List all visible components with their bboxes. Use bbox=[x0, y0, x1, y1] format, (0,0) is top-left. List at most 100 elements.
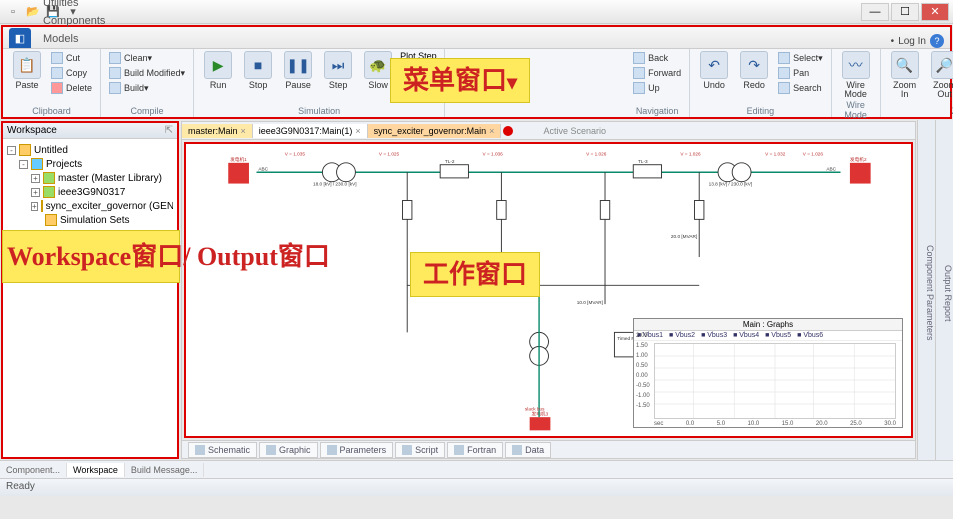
zoom-out-button[interactable]: 🔎Zoom Out bbox=[927, 51, 953, 99]
undo-button[interactable]: ↶Undo bbox=[696, 51, 732, 90]
delete-icon bbox=[51, 82, 63, 94]
right-sidebar-output[interactable]: Output Report bbox=[935, 120, 953, 460]
wire-icon: 〰 bbox=[842, 51, 870, 79]
svg-text:发电机1: 发电机1 bbox=[230, 156, 247, 163]
svg-text:V = 1.035: V = 1.035 bbox=[285, 151, 306, 156]
build-button[interactable]: Build▾ bbox=[107, 81, 187, 95]
tab-utilities[interactable]: Utilities bbox=[35, 0, 113, 12]
zoom-in-icon: 🔍 bbox=[891, 51, 919, 79]
recording-icon bbox=[503, 126, 513, 136]
tree-item[interactable]: Simulation Sets bbox=[7, 213, 173, 227]
graph-legend: ■ Vbus1■ Vbus2■ Vbus3■ Vbus4■ Vbus5■ Vbu… bbox=[634, 331, 902, 341]
pause-button[interactable]: ❚❚Pause bbox=[280, 51, 316, 90]
ribbon-tabs: ◧ HomeProjectViewToolsUtilitiesComponent… bbox=[3, 27, 950, 49]
login-link[interactable]: •Log In? bbox=[891, 34, 944, 48]
svg-text:ABC: ABC bbox=[826, 166, 836, 171]
build-icon bbox=[109, 82, 121, 94]
group-label: Simulation bbox=[200, 105, 438, 117]
status-bar: Ready bbox=[0, 478, 953, 496]
project-tree[interactable]: -Untitled-Projects+master (Master Librar… bbox=[3, 139, 177, 457]
doc-tab[interactable]: ieee3G9N0317:Main(1)× bbox=[253, 124, 368, 138]
search-icon bbox=[778, 82, 790, 94]
tree-item[interactable]: -Untitled bbox=[7, 143, 173, 157]
up-icon bbox=[633, 82, 645, 94]
bottom-tab[interactable]: Component... bbox=[0, 463, 67, 477]
annotation-workspace: Workspace窗口/ Output窗口 bbox=[2, 230, 180, 283]
redo-button[interactable]: ↷Redo bbox=[736, 51, 772, 90]
group-zooming: 🔍Zoom In 🔎Zoom Out 100%▾ Zoom Extent Zoo… bbox=[881, 49, 953, 117]
wire-mode-button[interactable]: 〰Wire Mode bbox=[838, 51, 874, 99]
undo-icon: ↶ bbox=[700, 51, 728, 79]
group-wire: 〰Wire Mode Wire Mode bbox=[832, 49, 881, 117]
forward-icon bbox=[633, 67, 645, 79]
close-button[interactable]: ✕ bbox=[921, 3, 949, 21]
group-clipboard: 📋Paste Cut Copy Delete Clipboard bbox=[3, 49, 101, 117]
maximize-button[interactable]: ☐ bbox=[891, 3, 919, 21]
svg-text:TL-2: TL-2 bbox=[445, 159, 455, 164]
workspace-panel: Workspace⇱ -Untitled-Projects+master (Ma… bbox=[1, 121, 179, 459]
up-button[interactable]: Up bbox=[631, 81, 683, 95]
qat-new-icon[interactable]: ▫ bbox=[4, 3, 22, 21]
view-tab-fortran[interactable]: Fortran bbox=[447, 442, 503, 458]
svg-text:发电机2: 发电机2 bbox=[850, 156, 867, 163]
minimize-button[interactable]: — bbox=[861, 3, 889, 21]
pan-icon bbox=[778, 67, 790, 79]
copy-button[interactable]: Copy bbox=[49, 66, 94, 80]
file-menu-button[interactable]: ◧ bbox=[9, 28, 31, 48]
pan-button[interactable]: Pan bbox=[776, 66, 825, 80]
paste-button[interactable]: 📋Paste bbox=[9, 51, 45, 90]
pin-icon[interactable]: ⇱ bbox=[165, 125, 173, 136]
view-tab-script[interactable]: Script bbox=[395, 442, 445, 458]
zoom-in-button[interactable]: 🔍Zoom In bbox=[887, 51, 923, 99]
doc-tab[interactable]: master:Main× bbox=[182, 124, 253, 138]
graph-panel[interactable]: Main : Graphs ■ Vbus1■ Vbus2■ Vbus3■ Vbu… bbox=[633, 318, 903, 428]
forward-button[interactable]: Forward bbox=[631, 66, 683, 80]
search-button[interactable]: Search bbox=[776, 81, 825, 95]
help-icon[interactable]: ? bbox=[930, 34, 944, 48]
tab-models[interactable]: Models bbox=[35, 30, 113, 48]
back-button[interactable]: Back bbox=[631, 51, 683, 65]
view-tab-data[interactable]: Data bbox=[505, 442, 551, 458]
select-icon bbox=[778, 52, 790, 64]
pause-icon: ❚❚ bbox=[284, 51, 312, 79]
tree-item[interactable]: +master (Master Library) bbox=[7, 171, 173, 185]
tree-item[interactable]: -Projects bbox=[7, 157, 173, 171]
build-modified-button[interactable]: Build Modified▾ bbox=[107, 66, 187, 80]
document-tabs: master:Main×ieee3G9N0317:Main(1)×sync_ex… bbox=[182, 122, 915, 140]
delete-button[interactable]: Delete bbox=[49, 81, 94, 95]
step-button[interactable]: ⏭Step bbox=[320, 51, 356, 90]
doc-tab[interactable]: sync_exciter_governor:Main× bbox=[368, 124, 502, 138]
tree-item[interactable]: +sync_exciter_governor (GENE... bbox=[7, 199, 173, 213]
clean-button[interactable]: Clean▾ bbox=[107, 51, 187, 65]
cut-button[interactable]: Cut bbox=[49, 51, 94, 65]
tab-components[interactable]: Components bbox=[35, 12, 113, 30]
svg-text:V = 1.036: V = 1.036 bbox=[483, 151, 504, 156]
canvas-region: master:Main×ieee3G9N0317:Main(1)×sync_ex… bbox=[181, 121, 916, 459]
tree-item[interactable]: +ieee3G9N0317 bbox=[7, 185, 173, 199]
close-icon[interactable]: × bbox=[241, 126, 246, 136]
stop-button[interactable]: ■Stop bbox=[240, 51, 276, 90]
group-label: Clipboard bbox=[9, 105, 94, 117]
view-tab-parameters[interactable]: Parameters bbox=[320, 442, 394, 458]
bottom-tab[interactable]: Build Message... bbox=[125, 463, 205, 477]
bottom-tab[interactable]: Workspace bbox=[67, 463, 125, 477]
svg-text:V = 1.025: V = 1.025 bbox=[379, 151, 400, 156]
svg-text:13.8 [kV] / 230.0 [kV]: 13.8 [kV] / 230.0 [kV] bbox=[709, 181, 753, 186]
group-label: Navigation bbox=[631, 105, 683, 117]
view-tab-schematic[interactable]: Schematic bbox=[188, 442, 257, 458]
close-icon[interactable]: × bbox=[489, 126, 494, 136]
svg-text:18.0 [kV] / 230.0 [kV]: 18.0 [kV] / 230.0 [kV] bbox=[313, 181, 357, 186]
run-button[interactable]: ▶Run bbox=[200, 51, 236, 90]
close-icon[interactable]: × bbox=[355, 126, 360, 136]
group-label: Compile bbox=[107, 105, 187, 117]
view-tabs: SchematicGraphicParametersScriptFortranD… bbox=[182, 440, 915, 458]
stop-icon: ■ bbox=[244, 51, 272, 79]
svg-text:slack bus: slack bus bbox=[525, 407, 545, 412]
view-tab-graphic[interactable]: Graphic bbox=[259, 442, 318, 458]
graph-title: Main : Graphs bbox=[634, 319, 902, 331]
schematic-canvas[interactable]: 发电机1 发电机2 发电机3 ABC ABC TL-2 TL-3 bbox=[184, 142, 913, 438]
svg-text:20.0 [MVAR]: 20.0 [MVAR] bbox=[671, 234, 697, 239]
right-sidebar-params[interactable]: Component Parameters bbox=[917, 120, 935, 460]
svg-text:ABC: ABC bbox=[258, 166, 268, 171]
select-button[interactable]: Select▾ bbox=[776, 51, 825, 65]
